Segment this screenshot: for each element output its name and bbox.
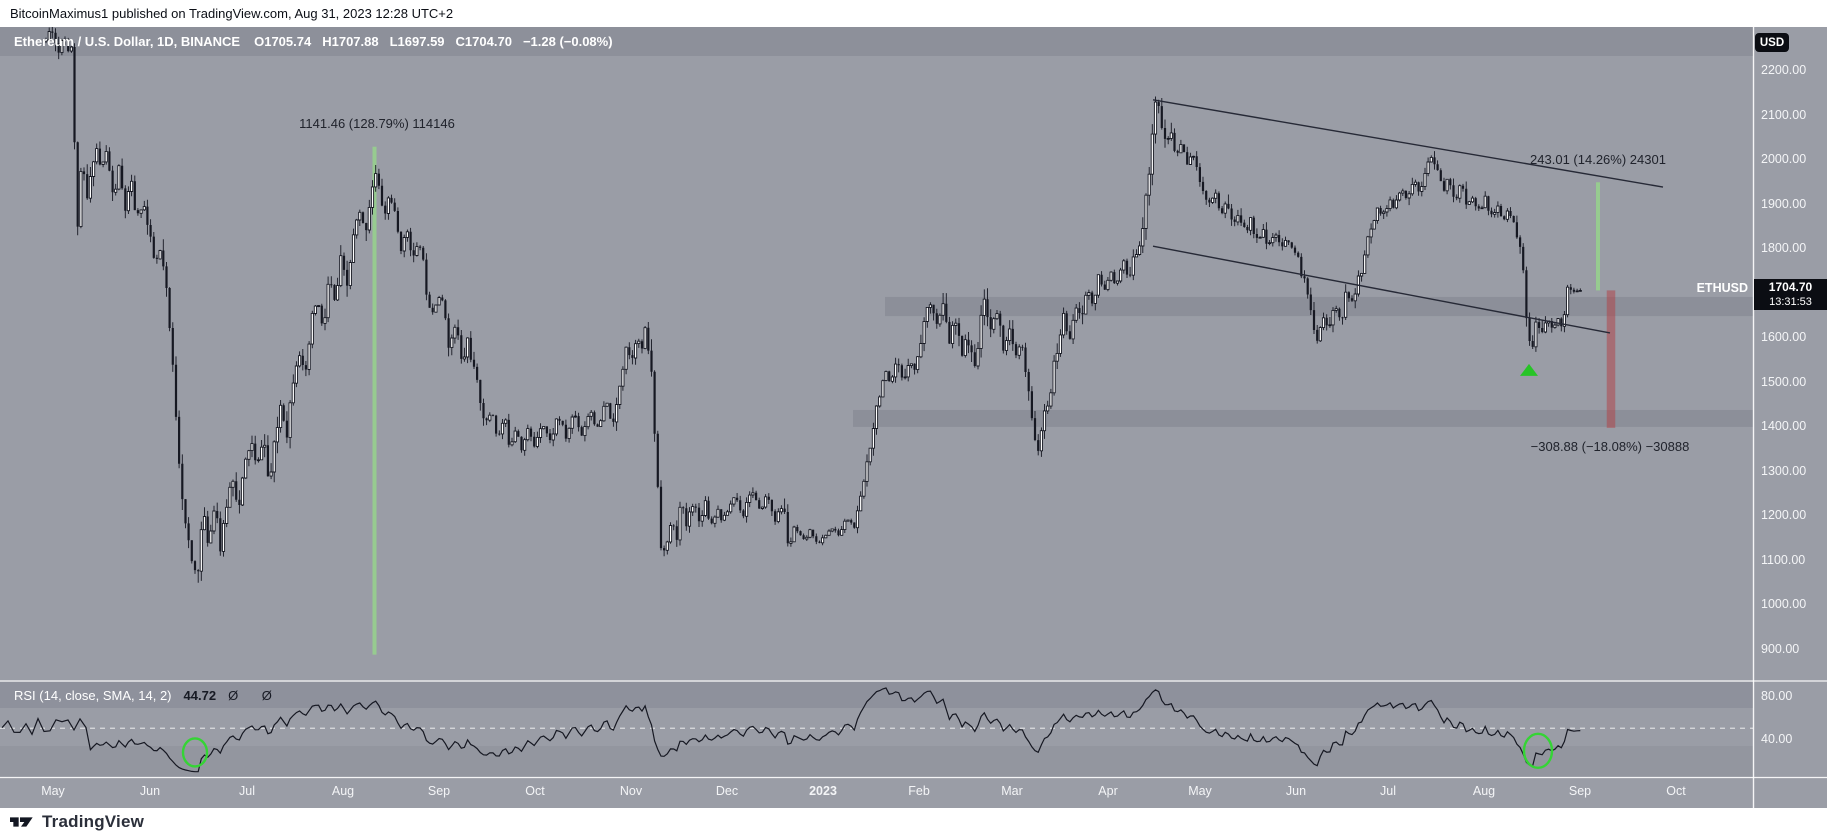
time-axis-label: 2023 [809, 784, 837, 798]
time-axis-label: Nov [619, 784, 643, 798]
time-axis-label: Jun [1285, 784, 1307, 798]
change-value: −1.28 (−0.08%) [522, 34, 613, 49]
price-tick-label: 2000.00 [1761, 152, 1807, 166]
price-tick-label: 2100.00 [1761, 107, 1807, 122]
ohlc-values: O1705.74 H1707.88 L1697.59 C1704.70 [254, 34, 523, 49]
buy-arrow-marker[interactable] [1520, 363, 1538, 376]
measure-line-2022-rally[interactable] [372, 146, 377, 655]
ohlc-h: H1707.88 [322, 34, 379, 49]
time-axis-label: Jun [139, 784, 161, 798]
up-candles-layer[interactable] [44, 31, 1582, 572]
rsi-lower-zone [0, 746, 1753, 777]
time-axis-label: Mar [1001, 784, 1023, 798]
time-axis[interactable]: May Jun Jul Aug Sep Oct Nov Dec 2023 Feb Mar Apr May… [0, 778, 1827, 808]
rsi-indicator-header: RSI (14, close, SMA, 14, 2) 44.72 Ø Ø [0, 682, 1753, 708]
price-tick-label: 1400.00 [1761, 419, 1807, 433]
rsi-hidden-values: Ø Ø [228, 687, 282, 703]
resistance-zone[interactable] [885, 296, 1753, 317]
price-tick-label: 1300.00 [1761, 463, 1807, 478]
time-axis-label: Dec [715, 784, 739, 798]
publish-text: BitcoinMaximus1 published on TradingView… [10, 6, 454, 21]
rsi-tick-label: 80.00 [1761, 689, 1793, 703]
currency-toggle-button[interactable]: USD [1755, 33, 1789, 52]
rsi-tick-label: 40.00 [1761, 732, 1793, 746]
measure-label-projection-up: 243.01 (14.26%) 24301 [1530, 152, 1666, 167]
rsi-line[interactable] [1, 687, 1581, 773]
bar-countdown: 13:31:53 [1769, 296, 1812, 308]
channel-bottom-line[interactable] [1152, 245, 1611, 334]
symbol-title: Ethereum / U.S. Dollar, 1D, BINANCE [14, 34, 241, 49]
channel-top-line[interactable] [1152, 99, 1664, 188]
rsi-title: RSI (14, close, SMA, 14, 2) [14, 687, 172, 703]
measure-bar-projection-down[interactable] [1606, 290, 1616, 428]
rsi-highlight-circle[interactable] [1522, 732, 1554, 770]
time-axis-label: Apr [1098, 784, 1118, 798]
time-axis-label: Sep [427, 784, 451, 798]
time-axis-label: Jul [1380, 784, 1396, 798]
time-axis-label: Jul [239, 784, 255, 798]
price-tick-label: 1600.00 [1761, 330, 1807, 344]
price-tick-label: 1200.00 [1761, 508, 1807, 522]
symbol-header-bar: Ethereum / U.S. Dollar, 1D, BINANCE O170… [0, 27, 1753, 56]
last-price-value: 1704.70 [1768, 280, 1813, 294]
price-tick-label: 1900.00 [1761, 196, 1807, 211]
ohlc-l: L1697.59 [389, 34, 445, 49]
price-tick-label: 1000.00 [1761, 597, 1807, 611]
time-axis-label: Oct [525, 784, 545, 798]
measure-label-2022-rally: 1141.46 (128.79%) 114146 [299, 116, 455, 131]
price-tick-label: 1500.00 [1761, 374, 1807, 389]
last-price-symbol-tag: ETHUSD [1696, 281, 1748, 295]
time-axis-label: Aug [1472, 784, 1496, 798]
time-axis-label: Sep [1568, 784, 1592, 798]
time-axis-label: May [1188, 784, 1212, 798]
price-tick-label: 1800.00 [1761, 241, 1807, 255]
support-zone[interactable] [853, 409, 1753, 427]
ohlc-o: O1705.74 [254, 34, 312, 49]
time-axis-label: Feb [908, 784, 930, 798]
ohlc-c: C1704.70 [455, 34, 512, 49]
tradingview-logo-text: TradingView [42, 812, 145, 831]
measure-label-projection-down: −308.88 (−18.08%) −30888 [1530, 439, 1690, 454]
time-axis-label: Aug [331, 784, 355, 798]
price-tick-label: 1100.00 [1761, 552, 1806, 567]
tradingview-logo-icon [10, 817, 33, 827]
price-tick-label: 2200.00 [1761, 63, 1807, 77]
rsi-value: 44.72 [183, 687, 217, 703]
last-price-tag: 1704.70 13:31:53 [1754, 279, 1827, 310]
price-tick-label: 900.00 [1761, 641, 1800, 656]
chart-background [0, 27, 1827, 808]
rsi-highlight-circle[interactable] [181, 737, 209, 768]
publish-info-bar: BitcoinMaximus1 published on TradingView… [0, 0, 1827, 27]
time-axis-label: May [41, 784, 65, 798]
measure-line-projection-up[interactable] [1596, 182, 1600, 291]
tradingview-watermark-link[interactable]: TradingView [10, 812, 144, 832]
time-axis-label: Oct [1666, 784, 1686, 798]
price-scale[interactable]: 2200.00 2100.00 2000.00 1900.00 1800.00 1600.… [1753, 27, 1827, 808]
